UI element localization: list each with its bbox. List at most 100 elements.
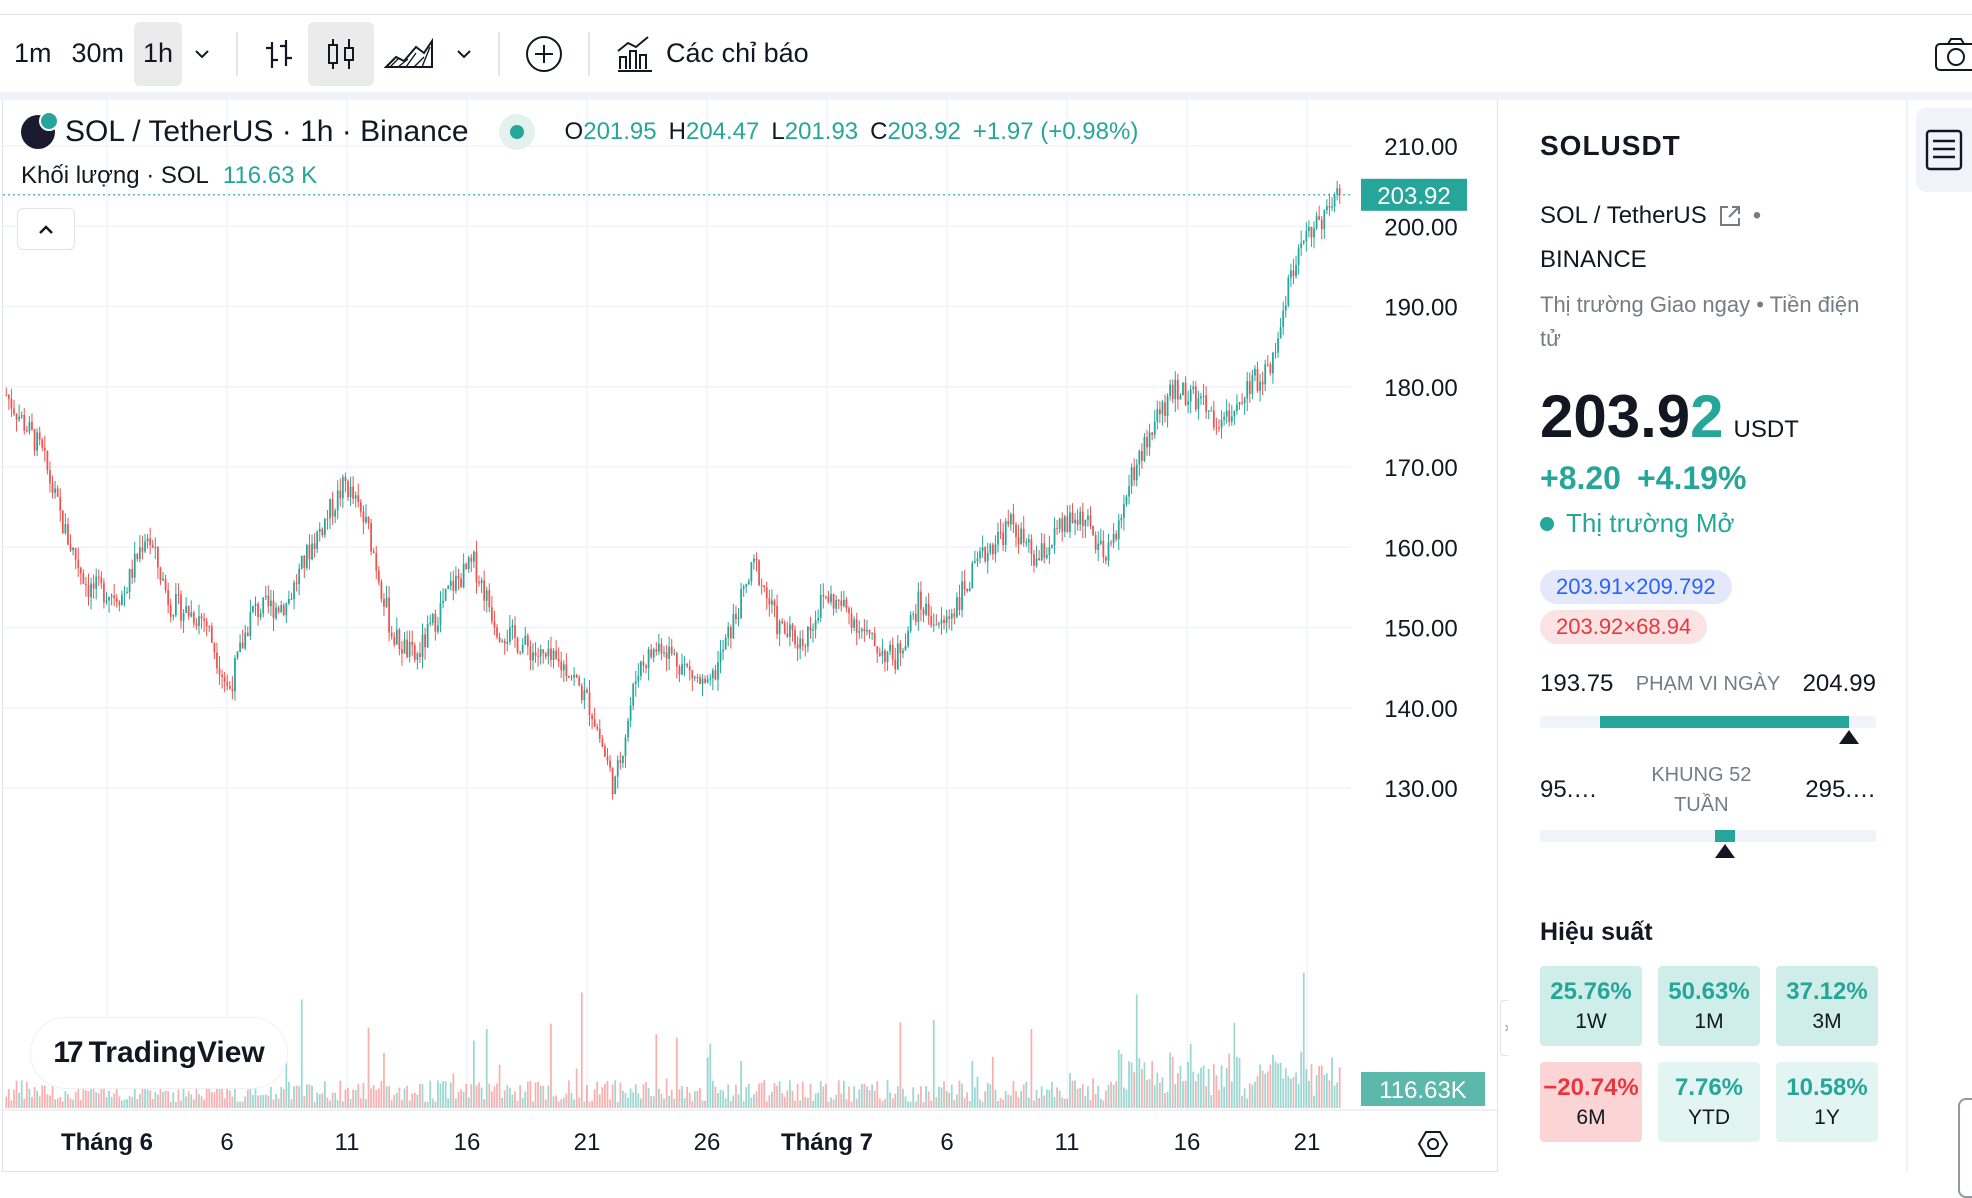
candle-body <box>264 595 267 598</box>
perf-cell-ytd[interactable]: 7.76% YTD <box>1658 1062 1760 1142</box>
watchlist-button[interactable] <box>1916 108 1972 192</box>
interval-dropdown-button[interactable] <box>182 22 222 86</box>
candle-body <box>896 643 899 670</box>
volume-bar <box>971 1060 974 1108</box>
volume-bar <box>830 1097 832 1108</box>
volume-bar <box>706 1057 709 1108</box>
area-style-button[interactable] <box>374 22 444 86</box>
chart-type-dropdown-button[interactable] <box>444 22 484 86</box>
volume-bar <box>902 1088 904 1108</box>
candle-body <box>236 652 239 659</box>
week52-range-marker-icon <box>1714 844 1735 858</box>
perf-cell-1m[interactable]: 50.63% 1M <box>1658 966 1760 1046</box>
volume-bar <box>377 1088 380 1108</box>
perf-label: 1W <box>1575 1010 1607 1033</box>
volume-label[interactable]: Khối lượng · SOL <box>21 162 209 189</box>
snapshot-button[interactable] <box>1924 22 1972 86</box>
volume-bar <box>221 1086 223 1108</box>
candle-body <box>1272 352 1274 374</box>
market-status-indicator[interactable] <box>498 114 535 150</box>
candle-body <box>49 470 51 484</box>
volume-bar <box>709 1043 712 1108</box>
perf-value: 7.76% <box>1674 1074 1744 1101</box>
volume-bar <box>598 1094 601 1108</box>
candle-body <box>1238 402 1241 405</box>
volume-bar <box>352 1089 355 1108</box>
candle-body <box>637 675 640 682</box>
exchange-name: BINANCE <box>1540 246 1647 273</box>
volume-bar <box>323 1081 326 1108</box>
volume-bar <box>614 1080 617 1108</box>
volume-bar <box>385 1086 388 1108</box>
time-tick-label: 6 <box>220 1129 233 1156</box>
interval-30m-button[interactable]: 30m <box>71 38 125 68</box>
candle-body <box>1197 398 1200 410</box>
volume-bar <box>922 1101 925 1108</box>
candle-body <box>876 646 879 654</box>
volume-bar <box>401 1100 403 1108</box>
volume-bar <box>1012 1080 1015 1108</box>
bars-style-button[interactable] <box>252 22 308 86</box>
change-value: +1.97 (+0.98%) <box>972 118 1139 145</box>
volume-bar <box>339 1080 342 1108</box>
symbol-ticker[interactable]: SOLUSDT <box>1540 130 1681 161</box>
price-tick-label: 150.00 <box>1384 616 1457 643</box>
volume-bar <box>1151 1061 1154 1108</box>
candle-body <box>791 624 794 630</box>
candle-body <box>920 591 922 610</box>
chart-pane[interactable]: 210.00 200.00 190.00 180.00 170.00 160.00 150.… <box>2 100 1499 1172</box>
price-chart[interactable]: 210.00 200.00 190.00 180.00 170.00 160.00 150.… <box>3 100 1499 1172</box>
candles-style-button[interactable] <box>308 21 375 86</box>
candle-body <box>1187 401 1190 405</box>
perf-cell-6m[interactable]: −20.74% 6M <box>1540 1062 1642 1142</box>
perf-cell-3m[interactable]: 37.12% 3M <box>1776 966 1878 1046</box>
candle-body <box>318 528 321 532</box>
perf-value: 50.63% <box>1668 978 1750 1005</box>
indicators-button[interactable]: Các chỉ báo <box>604 22 819 86</box>
candle-body <box>7 395 10 399</box>
candle-body <box>827 596 830 603</box>
volume-bar <box>1230 1081 1233 1108</box>
candle-body <box>994 544 997 555</box>
candle-body <box>1210 410 1213 412</box>
symbol-title[interactable]: SOL / TetherUS · 1h · Binance <box>65 115 469 148</box>
panel-edge-handle[interactable] <box>1958 1098 1972 1198</box>
candle-body <box>1133 467 1136 481</box>
candle-body <box>285 603 288 616</box>
candle-body <box>619 760 622 763</box>
candle-body <box>110 595 113 597</box>
volume-bar <box>622 1090 624 1108</box>
candle-body <box>930 615 933 626</box>
candle-body <box>97 576 100 578</box>
market-open-status[interactable]: Thị trường Mở <box>1540 508 1735 539</box>
perf-cell-1w[interactable]: 25.76% 1W <box>1540 966 1642 1046</box>
candle-body <box>416 653 419 660</box>
volume-bar <box>1133 1072 1136 1108</box>
volume-bar <box>1207 1068 1210 1108</box>
perf-cell-1y[interactable]: 10.58% 1Y <box>1776 1062 1878 1142</box>
candle-body <box>1081 511 1084 526</box>
tradingview-logo[interactable]: 17 TradingView <box>31 1018 287 1088</box>
compare-symbol-button[interactable] <box>514 22 574 86</box>
candle-body <box>208 626 211 628</box>
volume-bar <box>1158 1082 1161 1108</box>
candle-body <box>1184 382 1187 405</box>
volume-bar <box>493 1086 496 1108</box>
collapse-legend-button[interactable] <box>17 208 75 250</box>
symbol-full-name[interactable]: SOL / TetherUS <box>1540 202 1707 229</box>
candle-body <box>963 581 966 589</box>
interval-1h-button[interactable]: 1h <box>134 21 183 86</box>
solana-logo-icon <box>21 111 59 149</box>
volume-bar <box>164 1090 167 1108</box>
interval-1m-button[interactable]: 1m <box>14 38 52 68</box>
external-link-icon[interactable] <box>1717 203 1743 229</box>
candle-body <box>1004 521 1007 545</box>
candle-body <box>727 626 730 638</box>
volume-bar <box>475 1085 478 1108</box>
volume-bar <box>673 1098 676 1108</box>
volume-bar <box>192 1099 195 1108</box>
candle-body <box>77 559 80 568</box>
chevron-down-icon <box>457 49 471 58</box>
candle-body <box>36 432 38 451</box>
volume-bar <box>1094 1093 1097 1108</box>
